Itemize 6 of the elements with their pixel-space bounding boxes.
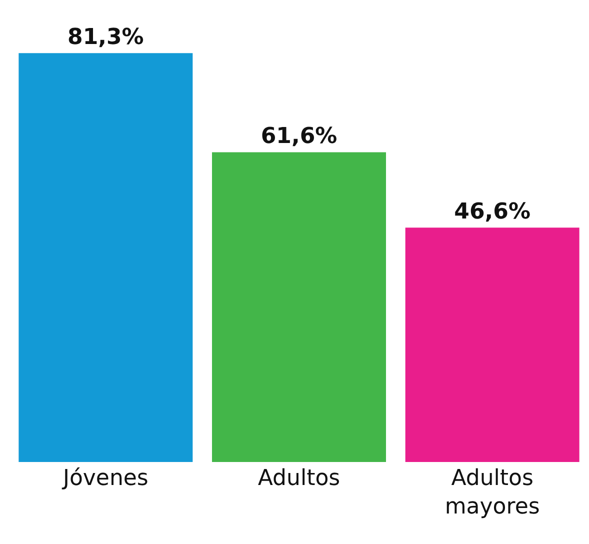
- data-label: 61,6%: [260, 124, 338, 150]
- data-label: 81,3%: [68, 25, 144, 50]
- x-tick-label: Adultos: [258, 466, 340, 491]
- x-tick-label: Jóvenes: [60, 466, 148, 491]
- data-label: 46,6%: [454, 200, 530, 225]
- x-tick-label: Adultos mayores: [444, 466, 540, 520]
